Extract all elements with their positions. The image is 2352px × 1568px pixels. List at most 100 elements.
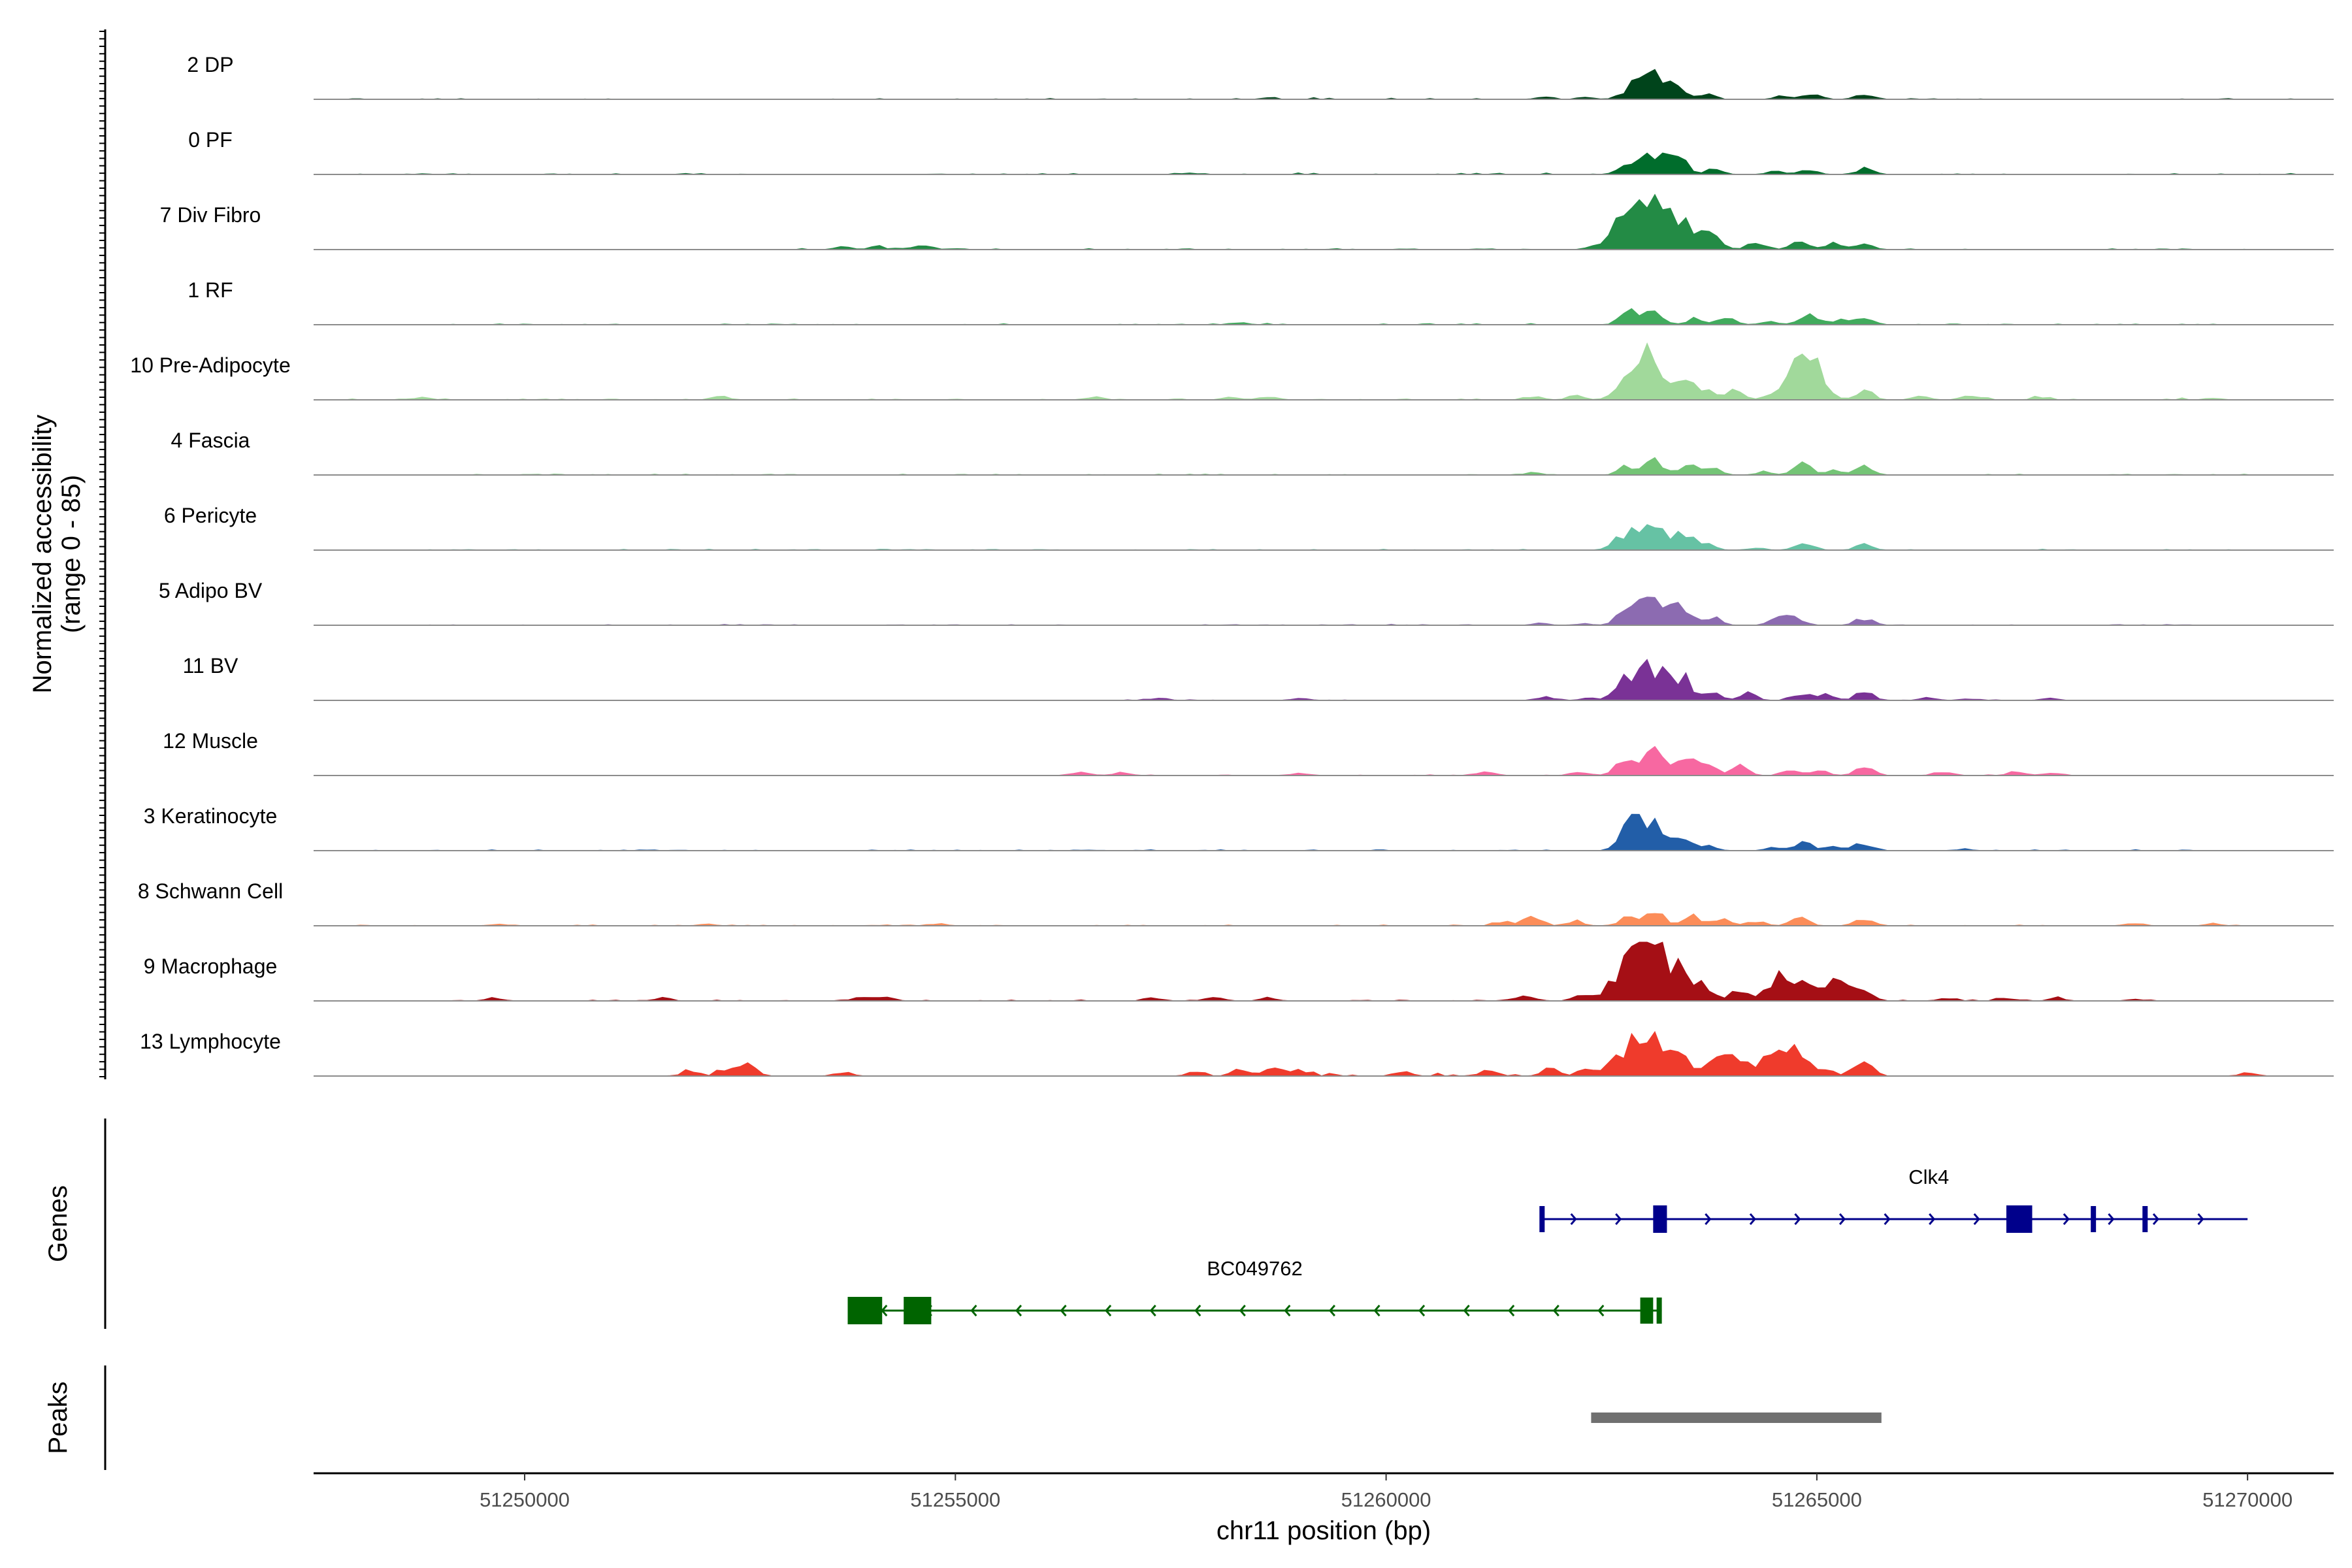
track-label: 12 Muscle	[163, 729, 258, 753]
strand-arrow	[1749, 1213, 1756, 1225]
x-tick-label: 51255000	[910, 1488, 1000, 1511]
strand-arrow	[2108, 1213, 2115, 1225]
coverage-track: 10 Pre-Adipocyte	[130, 342, 2334, 400]
coverage-area	[314, 941, 2330, 1002]
strand-arrow	[1705, 1213, 1712, 1225]
track-label: 11 BV	[183, 654, 238, 678]
exon	[1656, 1298, 1662, 1324]
x-axis-ticks: 51250000 51255000 51260000 51265000 51270000	[480, 1473, 2293, 1511]
track-label: 3 Keratinocyte	[144, 804, 278, 828]
strand-arrow	[1194, 1305, 1201, 1316]
strand-arrow	[1463, 1305, 1470, 1316]
exon	[1640, 1298, 1654, 1324]
coverage-area	[314, 659, 2330, 701]
exon	[2006, 1205, 2033, 1233]
coverage-area	[314, 308, 2330, 325]
exon	[1653, 1205, 1667, 1233]
strand-arrow	[1570, 1213, 1577, 1225]
exon	[847, 1297, 883, 1324]
coverage-track: 12 Muscle	[163, 729, 2334, 776]
coverage-track: 5 Adipo BV	[159, 579, 2334, 626]
peak-region	[1591, 1413, 1882, 1423]
x-tick-label: 51265000	[1772, 1488, 1862, 1511]
exon	[2091, 1206, 2097, 1232]
coverage-area	[314, 745, 2330, 776]
peaks-track	[1591, 1413, 1882, 1423]
strand-arrow	[1973, 1213, 1980, 1225]
exon	[1539, 1206, 1545, 1232]
strand-arrow	[1105, 1305, 1112, 1316]
strand-arrow	[2063, 1213, 2070, 1225]
strand-arrow	[1884, 1213, 1891, 1225]
coverage-area	[314, 596, 2330, 626]
gene-label: Clk4	[1908, 1166, 1949, 1188]
coverage-area	[314, 193, 2330, 250]
coverage-track: 8 Schwann Cell	[138, 879, 2334, 926]
track-label: 8 Schwann Cell	[138, 879, 283, 903]
strand-arrow	[1552, 1305, 1560, 1316]
y-axis-title-line1: Normalized accessibility	[28, 415, 57, 694]
y-axis-title-line2: (range 0 - 85)	[57, 475, 86, 633]
coverage-track: 1 RF	[188, 278, 2334, 325]
track-label: 0 PF	[188, 128, 233, 152]
strand-arrow	[1615, 1213, 1622, 1225]
coverage-track: 7 Div Fibro	[160, 193, 2334, 250]
coverage-area	[314, 813, 2330, 851]
track-label: 10 Pre-Adipocyte	[130, 353, 290, 377]
x-tick-label: 51250000	[480, 1488, 570, 1511]
gene-label: BC049762	[1207, 1257, 1303, 1280]
y-axis-ticks	[99, 31, 105, 1077]
coverage-track: 9 Macrophage	[144, 941, 2334, 1002]
track-label: 6 Pericyte	[164, 504, 257, 527]
strand-arrow	[1597, 1305, 1605, 1316]
strand-arrow	[1239, 1305, 1246, 1316]
strand-arrow	[1015, 1305, 1022, 1316]
coverage-area	[314, 524, 2330, 551]
strand-arrow	[1508, 1305, 1515, 1316]
exon	[2142, 1206, 2148, 1232]
coverage-track: 13 Lymphocyte	[140, 1030, 2334, 1077]
coverage-track: 0 PF	[188, 128, 2334, 175]
exon	[904, 1297, 932, 1324]
gene-clk4: Clk4	[1539, 1166, 2248, 1233]
track-label: 9 Macrophage	[144, 955, 278, 978]
coverage-tracks: 2 DP 0 PF 7 Div Fibro 1 RF 10 Pre-Adipocyte 4…	[130, 53, 2334, 1077]
coverage-track: 11 BV	[183, 654, 2334, 701]
strand-arrow	[1328, 1305, 1336, 1316]
coverage-track: 3 Keratinocyte	[144, 804, 2334, 851]
coverage-track: 4 Fascia	[171, 429, 2334, 476]
strand-arrow	[2197, 1213, 2204, 1225]
coverage-area	[314, 152, 2330, 175]
strand-arrow	[1060, 1305, 1067, 1316]
strand-arrow	[1418, 1305, 1426, 1316]
coverage-track: 2 DP	[187, 53, 2334, 100]
x-tick-label: 51260000	[1341, 1488, 1431, 1511]
track-label: 1 RF	[188, 278, 233, 302]
strand-arrow	[2152, 1213, 2160, 1225]
track-label: 4 Fascia	[171, 429, 250, 452]
track-label: 7 Div Fibro	[160, 203, 261, 227]
x-axis-title: chr11 position (bp)	[1217, 1516, 1431, 1545]
genes-track: Clk4 BC049762	[847, 1166, 2248, 1324]
coverage-area	[314, 457, 2330, 476]
coverage-area	[314, 342, 2330, 400]
strand-arrow	[1838, 1213, 1846, 1225]
genes-panel-title: Genes	[44, 1185, 73, 1262]
peaks-panel-title: Peaks	[44, 1381, 73, 1454]
coverage-area	[314, 1031, 2330, 1077]
track-label: 2 DP	[187, 53, 233, 76]
strand-arrow	[1284, 1305, 1291, 1316]
strand-arrow	[1794, 1213, 1801, 1225]
track-label: 5 Adipo BV	[159, 579, 263, 602]
gene-bc049762: BC049762	[847, 1257, 1662, 1324]
track-label: 13 Lymphocyte	[140, 1030, 281, 1053]
coverage-area	[314, 69, 2330, 100]
strand-arrow	[1373, 1305, 1380, 1316]
strand-arrow	[1929, 1213, 1936, 1225]
strand-arrow	[1149, 1305, 1156, 1316]
strand-arrow	[970, 1305, 977, 1316]
coverage-track: 6 Pericyte	[164, 504, 2334, 551]
x-tick-label: 51270000	[2202, 1488, 2293, 1511]
coverage-area	[314, 913, 2330, 926]
